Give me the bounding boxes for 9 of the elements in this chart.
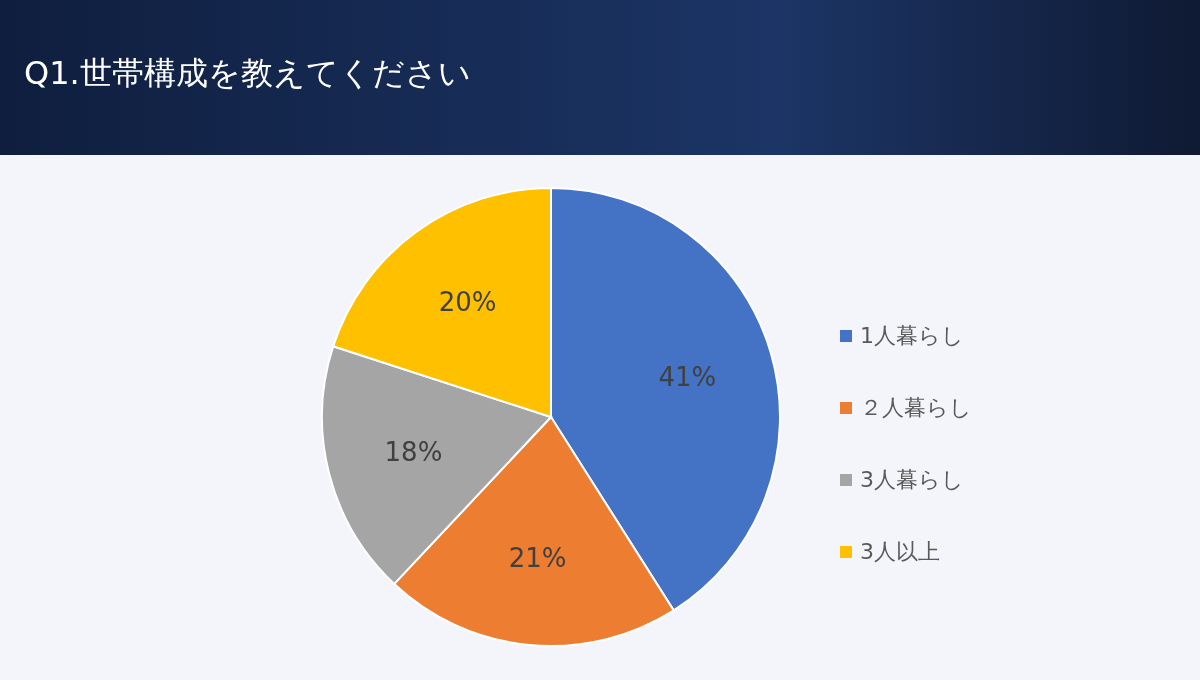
legend-label: ２人暮らし bbox=[860, 394, 972, 422]
data-label: 41% bbox=[658, 362, 717, 393]
data-label: 21% bbox=[508, 543, 567, 574]
chart-title: Q1.世帯構成を教えてください bbox=[24, 53, 471, 94]
legend-label: 3人以上 bbox=[860, 538, 940, 566]
data-label: 20% bbox=[438, 287, 497, 318]
legend-label: 3人暮らし bbox=[860, 466, 964, 494]
legend-label: 1人暮らし bbox=[860, 322, 964, 350]
data-label: 18% bbox=[384, 437, 443, 468]
